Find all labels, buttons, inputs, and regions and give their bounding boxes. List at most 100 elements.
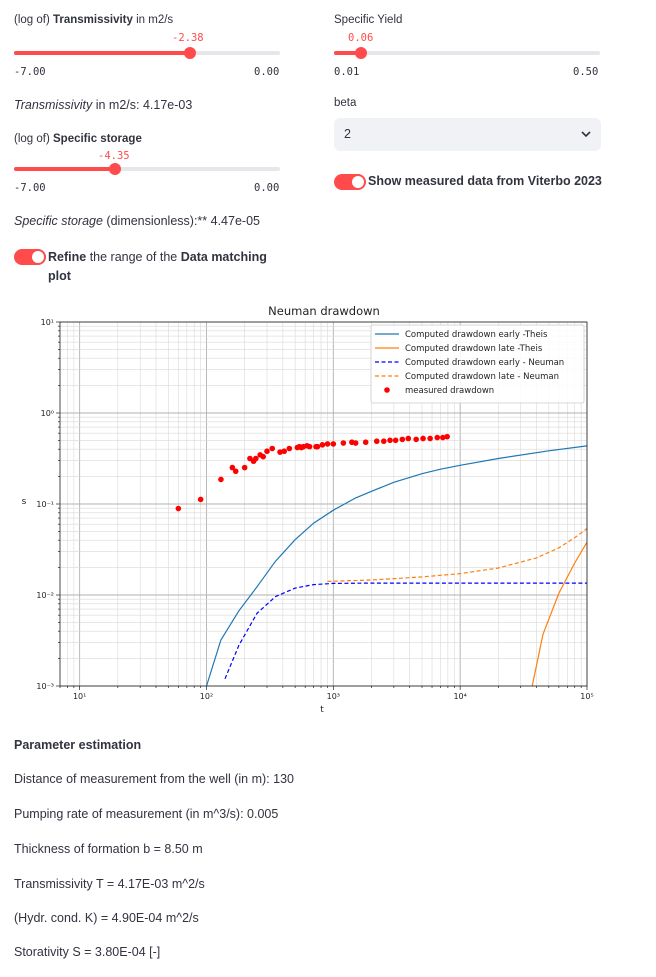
- measured-point: [175, 505, 182, 512]
- measured-point: [444, 433, 450, 440]
- transmissivity-slider[interactable]: [14, 47, 280, 59]
- measured-point: [405, 435, 412, 442]
- label-prefix: (log of): [14, 133, 50, 145]
- chart-axes: 10¹ 10² 10³ 10⁴ 10⁵ 10⁻³ 10⁻² 10⁻¹ 10⁰ 10¹: [36, 318, 593, 701]
- x-tick-label: 10⁵: [580, 692, 593, 701]
- legend-label: measured drawdown: [405, 386, 494, 396]
- estimation-distance: Distance of measurement from the well (i…: [14, 772, 294, 786]
- measured-point: [427, 435, 433, 442]
- measured-data-toggle[interactable]: [334, 174, 366, 190]
- toggle-knob: [32, 251, 44, 263]
- storage-readout: Specific storage (dimensionless):** 4.47…: [14, 214, 260, 228]
- beta-select[interactable]: 2: [334, 118, 601, 151]
- legend-label: Computed drawdown early - Neuman: [405, 358, 564, 368]
- x-tick-label: 10²: [200, 692, 213, 701]
- estimation-hydraulic-conductivity: (Hydr. cond. K) = 4.90E-04 m^2/s: [14, 911, 199, 925]
- x-tick-label: 10⁴: [453, 692, 466, 701]
- chart-legend: Computed drawdown early -Theis Computed d…: [370, 324, 585, 404]
- measured-point: [434, 434, 441, 441]
- chart-series: [175, 433, 587, 686]
- estimation-storativity: Storativity S = 3.80E-04 [-]: [14, 945, 161, 959]
- measured-point: [340, 440, 347, 446]
- storage-slider-value: -4.35: [98, 150, 130, 162]
- label-main: Specific storage: [53, 133, 142, 145]
- chevron-down-icon: [581, 131, 591, 138]
- readout-value: (dimensionless):** 4.47e-05: [106, 214, 260, 228]
- measured-point: [260, 453, 267, 460]
- storage-slider-max: 0.00: [254, 182, 280, 194]
- chart-grid: [59, 321, 588, 687]
- measured-point: [373, 438, 380, 445]
- slider-thumb[interactable]: [109, 163, 122, 175]
- measured-point: [232, 468, 239, 475]
- measured-data-toggle-label: Show measured data from Viterbo 2023: [368, 174, 602, 188]
- toggle-label-text: the range of the: [89, 250, 178, 264]
- measured-point: [253, 455, 259, 462]
- measured-point: [218, 476, 224, 483]
- measured-point: [413, 436, 419, 443]
- series-line-1: [531, 541, 587, 686]
- transmissivity-slider-max: 0.00: [254, 66, 280, 78]
- measured-point: [281, 448, 288, 455]
- measured-point: [440, 434, 446, 441]
- specific-yield-value: 0.06: [348, 32, 374, 44]
- measured-point: [387, 437, 393, 444]
- toggle-knob: [352, 176, 364, 188]
- transmissivity-readout: Transmissivity in m2/s: 4.17e-03: [14, 98, 192, 112]
- slider-fill: [14, 167, 116, 171]
- slider-thumb[interactable]: [354, 47, 367, 59]
- y-tick-label: 10⁰: [41, 409, 54, 418]
- specific-yield-max: 0.50: [573, 66, 599, 78]
- estimation-pumping-rate: Pumping rate of measurement (in m^3/s): …: [14, 807, 279, 821]
- x-tick-label: 10¹: [73, 692, 86, 701]
- label-main: Transmissivity: [53, 14, 133, 26]
- label-suffix: in m2/s: [136, 14, 174, 26]
- chart-title: Neuman drawdown: [268, 304, 380, 318]
- refine-toggle-label: Refine the range of the Data matching pl…: [48, 248, 267, 286]
- y-tick-label: 10⁻²: [36, 591, 54, 600]
- readout-label: Transmissivity: [14, 98, 93, 112]
- legend-label: Computed drawdown early -Theis: [405, 330, 548, 340]
- series-line-0: [205, 445, 587, 686]
- label-prefix: (log of): [14, 14, 50, 26]
- refine-toggle[interactable]: [14, 249, 46, 265]
- measured-point: [197, 496, 204, 503]
- slider-fill: [334, 51, 361, 55]
- legend-label: Computed drawdown late -Theis: [405, 344, 543, 354]
- beta-select-value: 2: [344, 127, 351, 141]
- toggle-label-bold: Data matching: [180, 250, 267, 264]
- measured-point: [420, 435, 426, 442]
- legend-box: [370, 324, 585, 404]
- legend-marker: [384, 387, 390, 393]
- storage-slider-min: -7.00: [14, 182, 46, 194]
- specific-yield-slider[interactable]: [334, 47, 600, 59]
- measured-point: [380, 438, 387, 445]
- measured-point: [229, 464, 236, 471]
- toggle-label-bold: Refine: [48, 250, 87, 264]
- x-tick-label: 10³: [327, 692, 340, 701]
- transmissivity-slider-value: -2.38: [172, 32, 204, 44]
- neuman-drawdown-chart: Neuman drawdown 10¹ 10² 10³ 10⁴ 10⁵10⁻³10⁻²1…: [22, 304, 594, 715]
- measured-point: [319, 442, 326, 448]
- toggle-label-bold: plot: [48, 269, 71, 283]
- measured-point: [314, 443, 321, 450]
- slider-thumb[interactable]: [183, 47, 196, 59]
- estimation-transmissivity: Transmissivity T = 4.17E-03 m^2/s: [14, 877, 205, 891]
- beta-label: beta: [334, 97, 357, 109]
- transmissivity-slider-label: (log of) Transmissivity in m2/s: [14, 14, 173, 26]
- measured-point: [392, 437, 399, 444]
- measured-point: [399, 436, 406, 443]
- series-line-3: [327, 528, 587, 582]
- measured-point: [324, 441, 331, 447]
- measured-point: [286, 445, 293, 452]
- measured-point: [269, 445, 276, 452]
- x-axis-label: t: [320, 705, 324, 715]
- measured-point: [330, 441, 337, 447]
- estimation-thickness: Thickness of formation b = 8.50 m: [14, 842, 203, 856]
- measured-point: [352, 440, 359, 446]
- parameter-estimation-heading: Parameter estimation: [14, 738, 142, 752]
- specific-yield-min: 0.01: [334, 66, 360, 78]
- measured-point: [306, 443, 313, 450]
- measured-point: [362, 439, 369, 446]
- storage-slider[interactable]: [14, 163, 280, 175]
